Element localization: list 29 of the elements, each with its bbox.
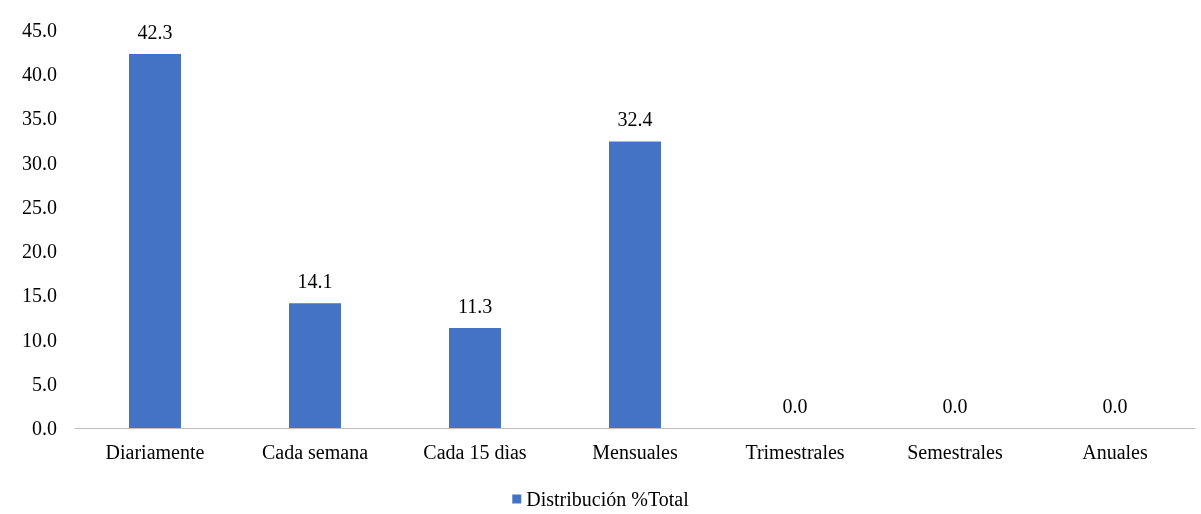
bar: [609, 141, 661, 428]
data-label: 11.3: [457, 295, 493, 318]
x-tick-label: Diariamente: [105, 441, 205, 463]
data-label: 0.0: [782, 395, 808, 417]
x-tick-label: Mensuales: [592, 441, 678, 463]
legend-label: Distribución %Total: [526, 488, 690, 510]
bar: [289, 303, 341, 428]
y-tick-label: 10.0: [22, 328, 57, 351]
y-tick-label: 45.0: [22, 19, 57, 41]
x-tick-label: Anuales: [1082, 441, 1148, 463]
y-tick-label: 35.0: [22, 107, 57, 130]
y-tick-label: 0.0: [32, 417, 57, 439]
y-tick-label: 40.0: [22, 63, 57, 86]
bar: [449, 328, 501, 428]
x-tick-label: Semestrales: [907, 441, 1003, 463]
y-tick-label: 5.0: [32, 372, 57, 395]
x-tick-label: Trimestrales: [745, 441, 845, 463]
data-label: 0.0: [1102, 395, 1128, 417]
data-label: 0.0: [942, 395, 968, 417]
x-tick-label: Cada semana: [261, 441, 369, 463]
y-tick-label: 30.0: [22, 151, 57, 174]
y-tick-label: 15.0: [22, 284, 57, 307]
bar: [129, 53, 181, 428]
data-label: 14.1: [297, 270, 333, 293]
y-tick-label: 25.0: [22, 195, 57, 218]
data-label: 42.3: [137, 20, 173, 43]
y-tick-label: 20.0: [22, 240, 57, 263]
data-label: 32.4: [617, 108, 653, 131]
x-tick-label: Cada 15 dìas: [423, 441, 527, 463]
